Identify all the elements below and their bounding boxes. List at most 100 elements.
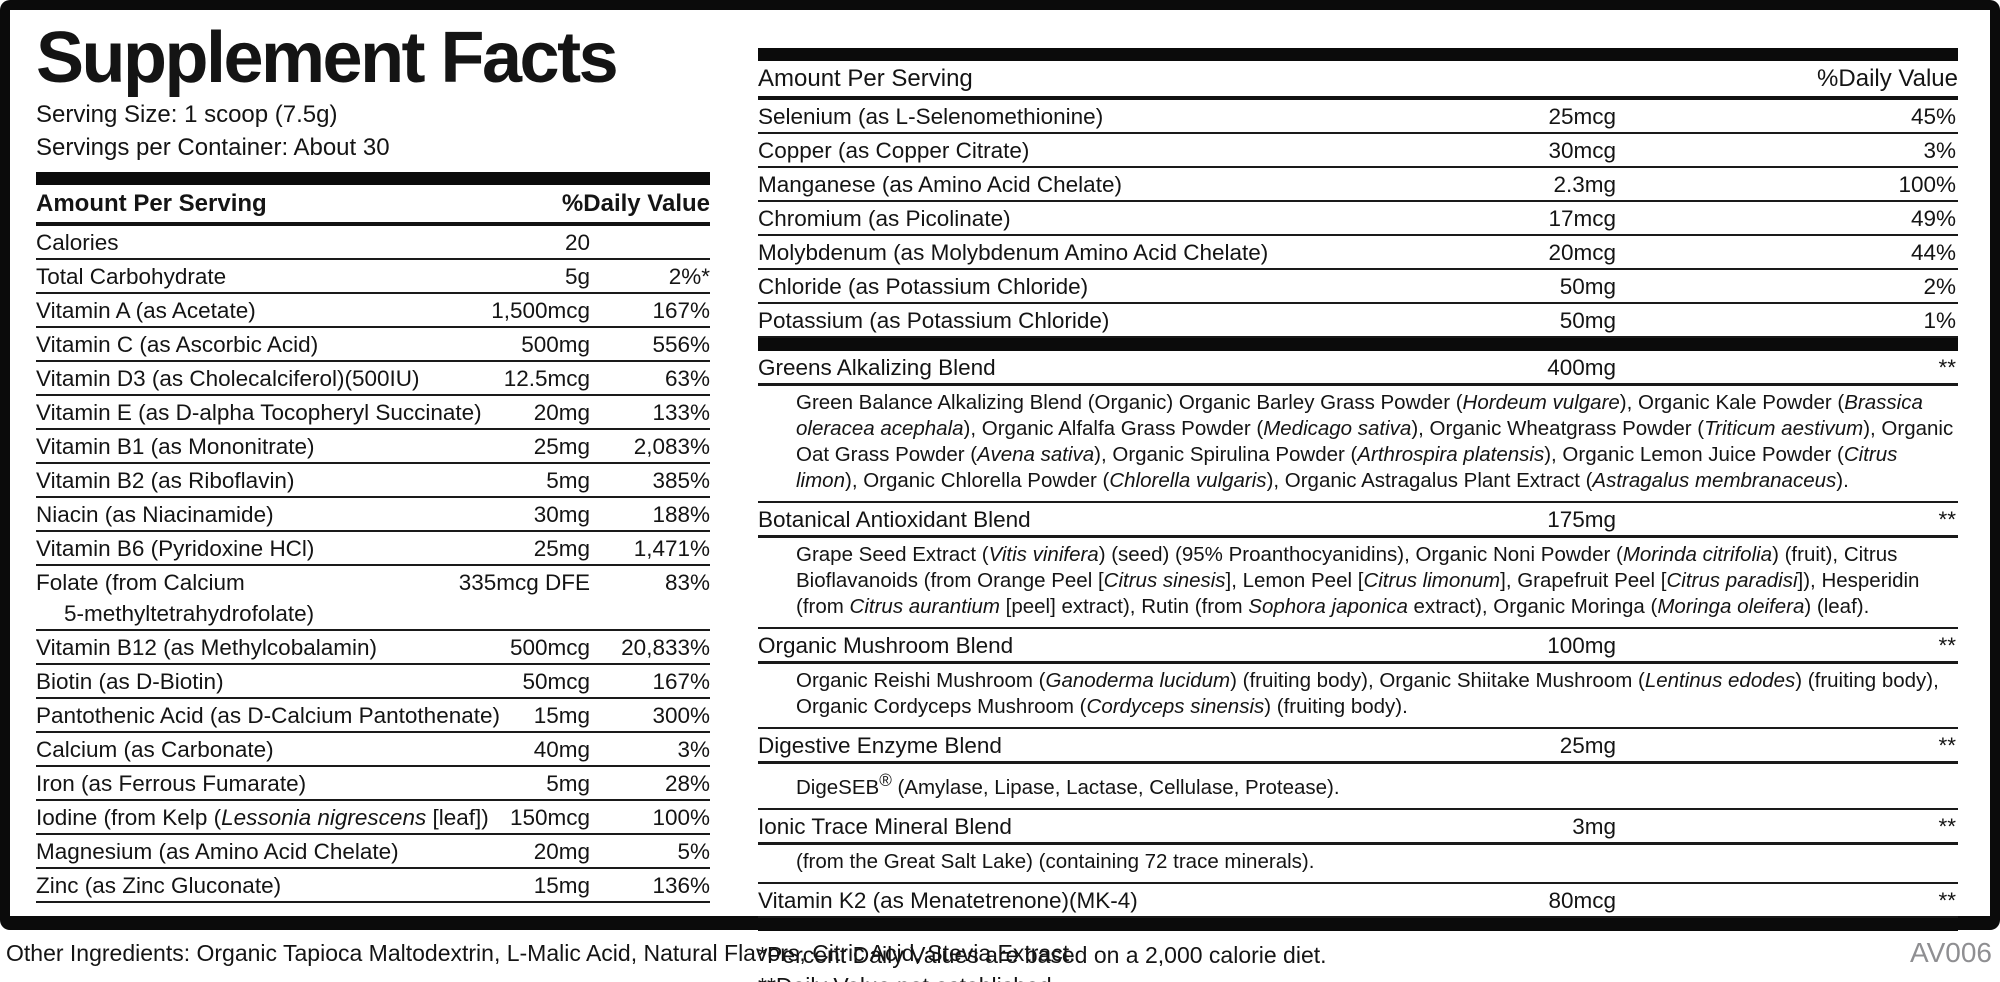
nutrient-daily-value: 188% — [652, 501, 710, 527]
nutrient-daily-value: 3% — [677, 736, 710, 762]
nutrient-row: Copper (as Copper Citrate) 30mcg 3% — [758, 134, 1958, 168]
servings-per-container: Servings per Container: About 30 — [36, 133, 390, 161]
nutrient-daily-value: 28% — [664, 770, 710, 796]
nutrient-amount: 25mcg — [1548, 104, 1616, 129]
nutrient-name: Vitamin B6 (Pyridoxine HCl) — [36, 535, 315, 561]
nutrient-name: Copper (as Copper Citrate) — [758, 138, 1030, 163]
nutrient-name: Vitamin B12 (as Methylcobalamin) — [36, 634, 377, 660]
other-ingredients: Other Ingredients: Organic Tapioca Malto… — [6, 940, 1076, 966]
nutrient-row: Biotin (as D-Biotin) 50mcg 167% — [36, 665, 710, 699]
nutrient-amount: 1,500mcg — [491, 297, 590, 323]
nutrient-daily-value: 167% — [652, 668, 710, 694]
nutrient-daily-value: 133% — [652, 399, 710, 425]
nutrient-amount: 30mcg — [1548, 138, 1616, 163]
right-panel: Amount Per Serving %Daily Value Selenium… — [710, 10, 1990, 982]
nutrient-row: Vitamin A (as Acetate) 1,500mcg 167% — [36, 294, 710, 328]
nutrient-amount: 50mcg — [522, 668, 590, 694]
nutrient-row: Potassium (as Potassium Chloride) 50mg 1% — [758, 304, 1958, 338]
nutrient-name: Vitamin C (as Ascorbic Acid) — [36, 331, 319, 357]
nutrient-name: Organic Mushroom Blend — [758, 633, 1014, 658]
nutrient-name: Pantothenic Acid (as D-Calcium Pantothen… — [36, 702, 500, 728]
nutrient-name: Molybdenum (as Molybdenum Amino Acid Che… — [758, 240, 1269, 265]
nutrient-amount: 3mg — [1572, 813, 1616, 839]
nutrient-daily-value: 100% — [1898, 172, 1956, 197]
nutrient-daily-value: 45% — [1910, 104, 1956, 129]
footnote-dv-not-established: **Daily Value not established. — [758, 971, 1958, 982]
nutrient-name: Digestive Enzyme Blend — [758, 733, 1002, 758]
nutrient-row: Vitamin B6 (Pyridoxine HCl) 25mg 1,471% — [36, 532, 710, 566]
nutrient-amount: 2.3mg — [1553, 172, 1616, 197]
nutrient-daily-value: 1,471% — [633, 535, 710, 561]
nutrient-name: Chromium (as Picolinate) — [758, 206, 1011, 231]
nutrient-row: Vitamin D3 (as Cholecalciferol)(500IU) 12… — [36, 362, 710, 396]
blend-description: Grape Seed Extract (Vitis vinifera) (see… — [758, 538, 1958, 629]
nutrient-daily-value: 63% — [664, 365, 710, 391]
nutrient-amount: 50mg — [1559, 274, 1616, 299]
nutrient-row: Vitamin B1 (as Mononitrate) 25mg 2,083% — [36, 430, 710, 464]
nutrient-name: Total Carbohydrate — [36, 263, 227, 289]
blend-description: (from the Great Salt Lake) (containing 7… — [758, 845, 1958, 884]
footnote-daily-values: *Percent Daily Values are based on a 2,0… — [758, 941, 1327, 968]
nutrient-row: Molybdenum (as Molybdenum Amino Acid Che… — [758, 236, 1958, 270]
nutrient-row: Chloride (as Potassium Chloride) 50mg 2% — [758, 270, 1958, 304]
daily-value-header: %Daily Value — [1817, 65, 1958, 92]
amount-per-serving-header: Amount Per Serving — [36, 189, 267, 217]
nutrient-row: Chromium (as Picolinate) 17mcg 49% — [758, 202, 1958, 236]
nutrient-row: Iron (as Ferrous Fumarate) 5mg 28% — [36, 767, 710, 801]
nutrient-amount: 150mcg — [509, 804, 590, 830]
nutrient-row: Magnesium (as Amino Acid Chelate) 20mg 5% — [36, 835, 710, 869]
nutrient-amount: 100mg — [1547, 633, 1616, 658]
amount-per-serving-header: Amount Per Serving — [758, 65, 973, 92]
nutrient-row: Calcium (as Carbonate) 40mg 3% — [36, 733, 710, 767]
nutrient-name: Manganese (as Amino Acid Chelate) — [758, 172, 1122, 197]
nutrient-daily-value: ** — [1938, 887, 1956, 913]
right-table-header: Amount Per Serving %Daily Value — [758, 61, 1958, 100]
nutrient-daily-value: 20,833% — [621, 634, 710, 660]
nutrient-row: Total Carbohydrate 5g 2%* — [36, 260, 710, 294]
blend-row: Organic Mushroom Blend 100mg ** — [758, 629, 1958, 664]
nutrient-name: Niacin (as Niacinamide) — [36, 501, 274, 527]
blend-row: Greens Alkalizing Blend 400mg ** — [758, 351, 1958, 386]
serving-size: Serving Size: 1 scoop (7.5g) — [36, 100, 338, 128]
nutrient-row: Vitamin B12 (as Methylcobalamin) 500mcg 20… — [36, 631, 710, 665]
nutrient-row: Calories 20 — [36, 226, 710, 260]
nutrient-amount: 17mcg — [1548, 206, 1616, 231]
nutrient-row: Folate (from Calcium 5-methyltetrahydrofo… — [36, 566, 710, 631]
nutrient-daily-value: 2,083% — [633, 433, 710, 459]
nutrient-amount: 500mcg — [509, 634, 590, 660]
nutrient-amount: 12.5mcg — [503, 365, 590, 391]
nutrient-daily-value: ** — [1938, 733, 1956, 758]
nutrient-daily-value: ** — [1938, 355, 1956, 380]
section-divider-bar — [758, 48, 1958, 61]
bottom-strip: Other Ingredients: Organic Tapioca Malto… — [0, 938, 2000, 968]
nutrient-daily-value: 3% — [1923, 138, 1956, 163]
nutrient-name: Calories — [36, 229, 119, 255]
nutrient-name: Vitamin D3 (as Cholecalciferol)(500IU) — [36, 365, 420, 391]
nutrient-daily-value: 167% — [652, 297, 710, 323]
nutrient-amount: 40mg — [533, 736, 590, 762]
nutrient-daily-value: ** — [1938, 633, 1956, 658]
nutrient-daily-value: 83% — [664, 569, 710, 595]
nutrient-name: Botanical Antioxidant Blend — [758, 507, 1031, 532]
nutrient-amount: 15mg — [533, 702, 590, 728]
nutrient-row: Vitamin E (as D-alpha Tocopheryl Succina… — [36, 396, 710, 430]
nutrient-amount: 30mg — [533, 501, 590, 527]
nutrient-amount: 15mg — [533, 872, 590, 898]
nutrient-row: Vitamin K2 (as Menatetrenone)(MK-4) 80mcg… — [758, 884, 1958, 918]
nutrient-name: Vitamin A (as Acetate) — [36, 297, 256, 323]
nutrient-amount: 5mg — [546, 770, 590, 796]
nutrient-daily-value: 5% — [677, 838, 710, 864]
nutrient-amount: 80mcg — [1548, 887, 1616, 913]
product-code: AV006 — [1910, 937, 1992, 968]
nutrient-row: Niacin (as Niacinamide) 30mg 188% — [36, 498, 710, 532]
nutrient-amount: 25mg — [1559, 733, 1616, 758]
blend-row: Botanical Antioxidant Blend 175mg ** — [758, 503, 1958, 538]
nutrient-amount: 20mcg — [1548, 240, 1616, 265]
nutrient-name: Selenium (as L-Selenomethionine) — [758, 104, 1104, 129]
nutrient-amount: 5g — [564, 263, 590, 289]
blend-description: DigeSEB® (Amylase, Lipase, Lactase, Cell… — [758, 764, 1958, 810]
nutrient-amount: 50mg — [1559, 308, 1616, 333]
nutrient-row: Pantothenic Acid (as D-Calcium Pantothen… — [36, 699, 710, 733]
nutrient-amount: 400mg — [1547, 355, 1616, 380]
